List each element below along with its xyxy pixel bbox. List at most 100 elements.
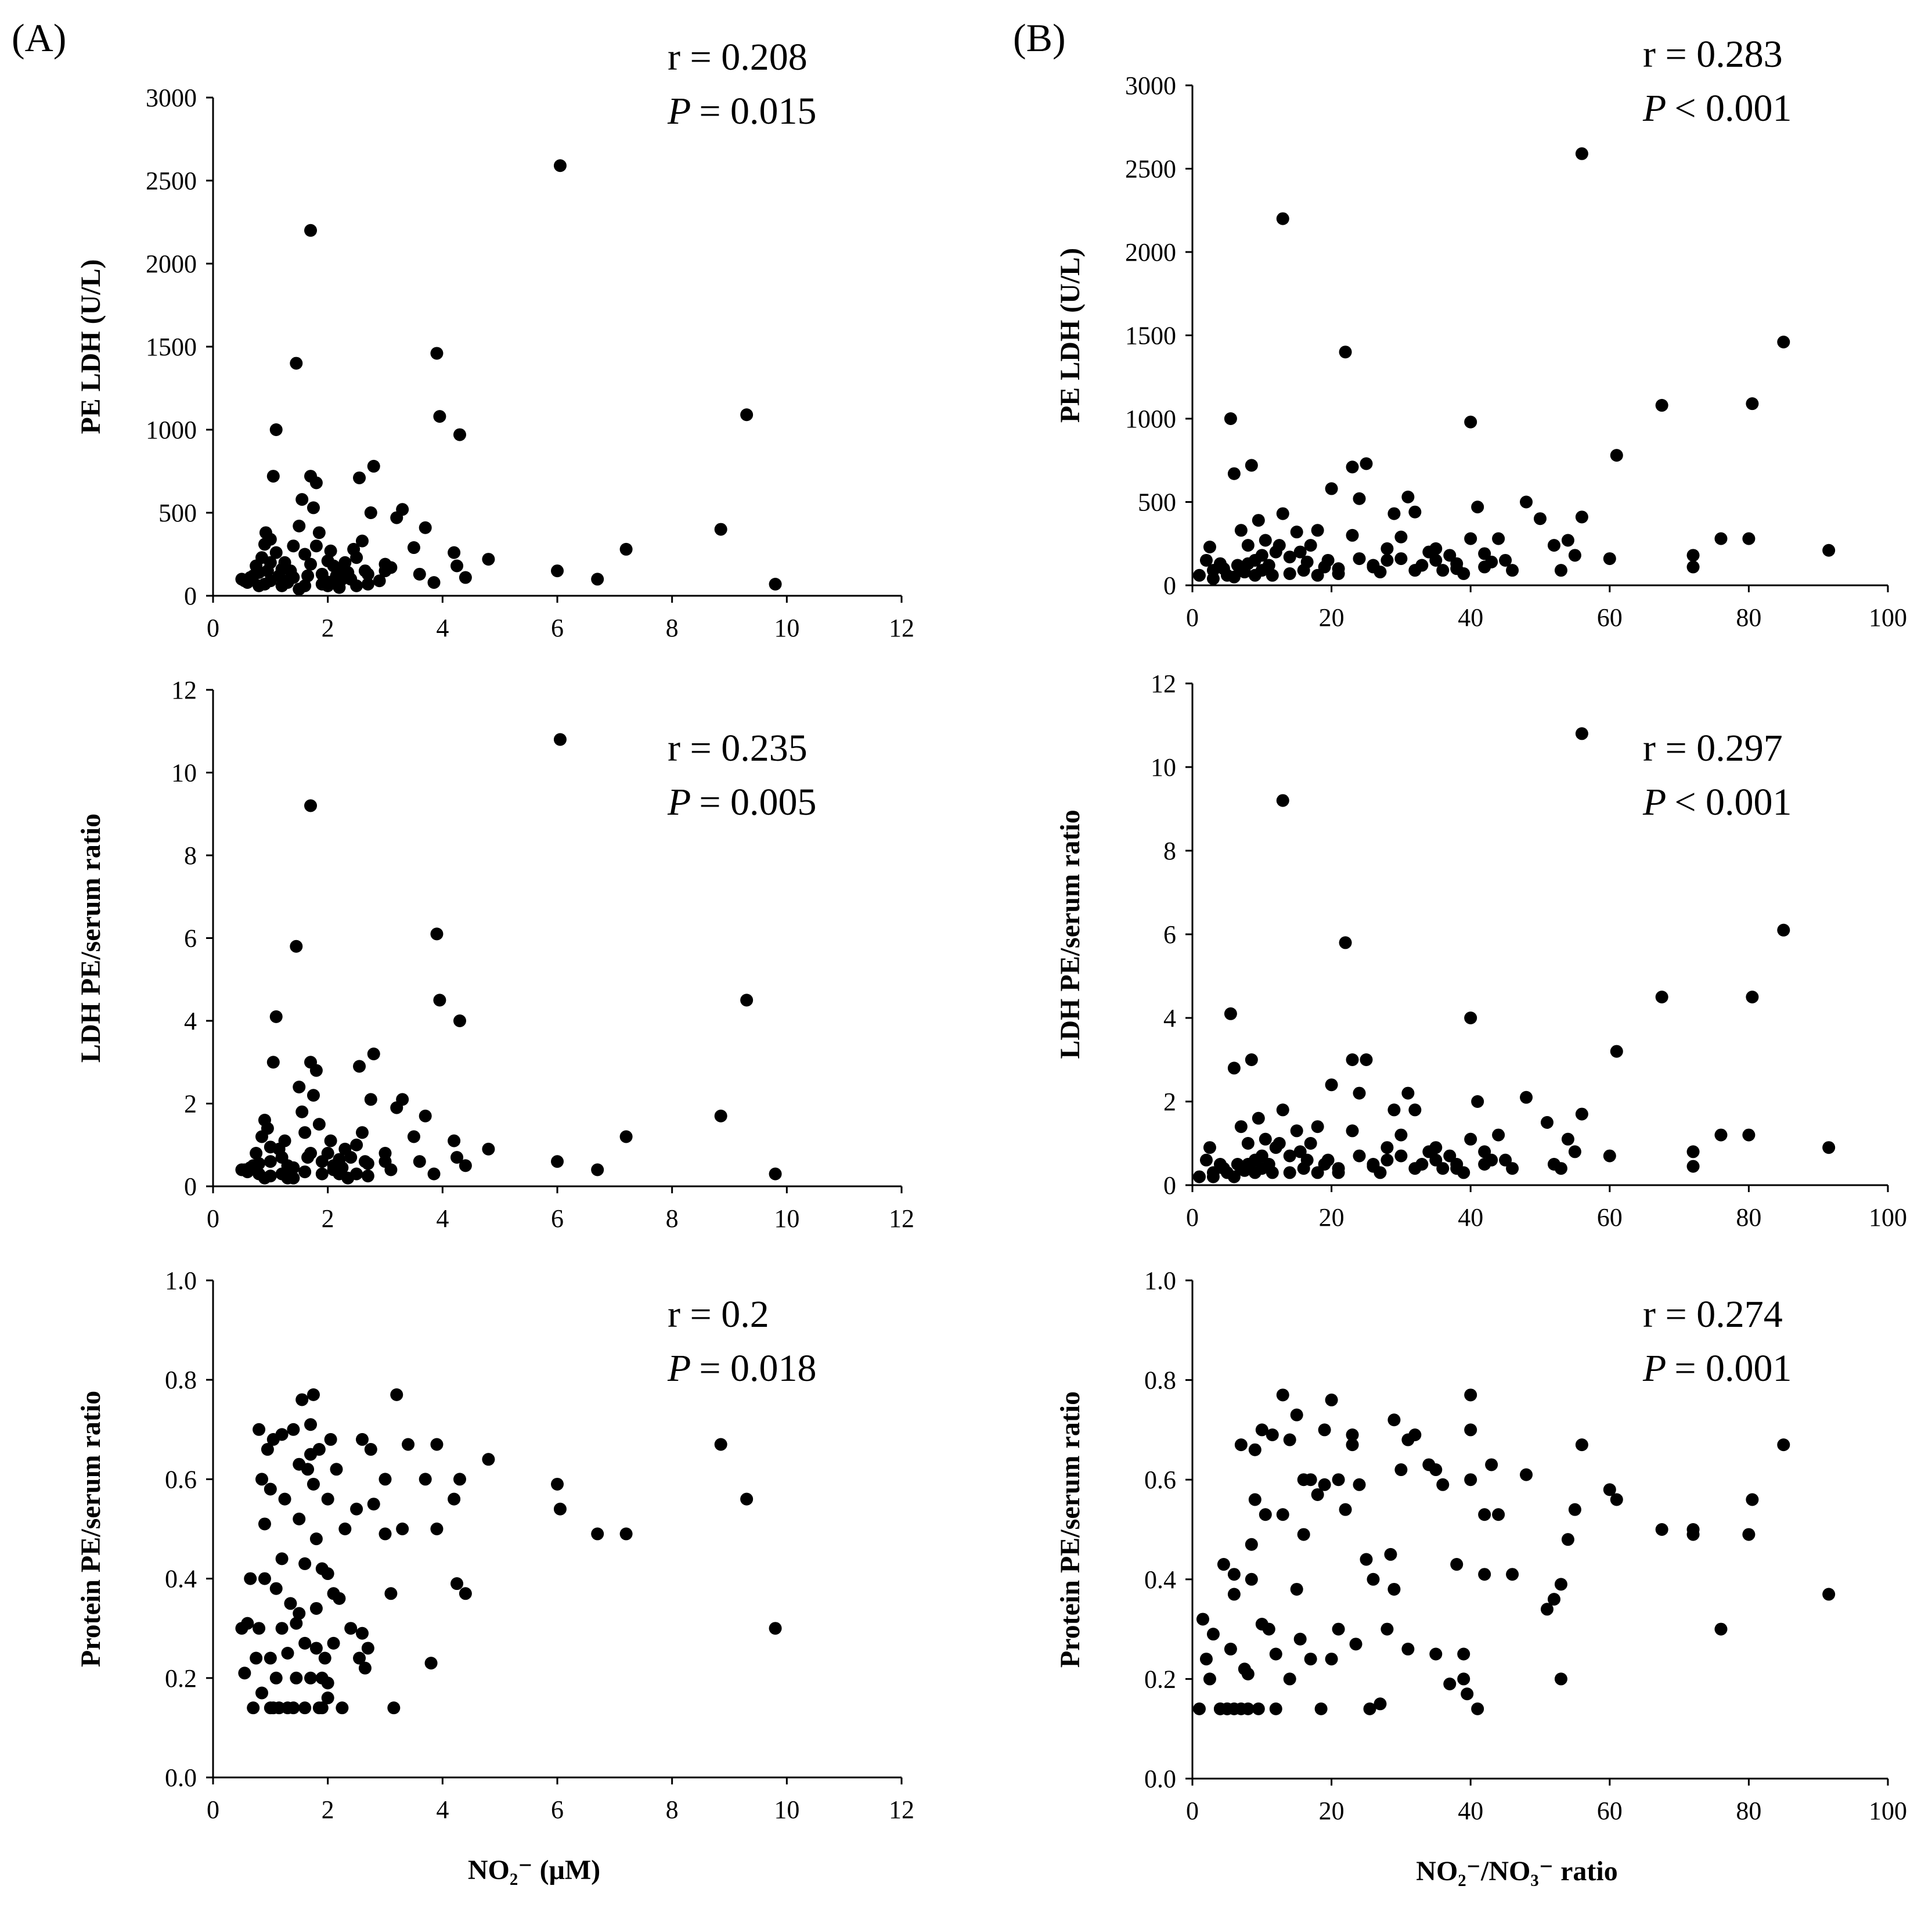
correlation-r-label: r = 0.208	[668, 36, 808, 78]
data-point	[1196, 1613, 1209, 1626]
p-symbol: P	[667, 90, 691, 132]
data-point	[740, 1492, 754, 1506]
data-point	[250, 1147, 263, 1160]
data-point	[714, 1438, 727, 1451]
data-point	[1547, 1593, 1560, 1606]
data-point	[1300, 1153, 1314, 1167]
data-point	[1339, 936, 1352, 949]
y-tick-label: 6	[1163, 920, 1176, 949]
data-point	[1192, 1170, 1206, 1183]
data-point	[1603, 1483, 1616, 1496]
y-tick-label: 0	[184, 582, 197, 610]
data-point	[1540, 1603, 1553, 1616]
x-tick-label: 20	[1319, 1797, 1345, 1825]
data-point	[419, 521, 432, 534]
y-axis-title: Protein PE/serum ratio	[75, 1391, 106, 1667]
data-point	[295, 1105, 309, 1118]
data-point	[275, 1622, 289, 1635]
data-point	[1269, 1702, 1282, 1715]
data-point	[1259, 1132, 1272, 1146]
data-point	[1325, 1078, 1338, 1092]
x-tick-label: 40	[1458, 1203, 1483, 1232]
data-point	[324, 1433, 337, 1446]
data-point	[427, 1167, 441, 1181]
data-point	[373, 574, 386, 588]
x-tick-label: 80	[1736, 1203, 1761, 1232]
data-point	[1283, 567, 1296, 580]
data-point	[304, 1671, 318, 1685]
y-axis-title: PE LDH (U/L)	[1055, 248, 1086, 423]
data-point	[1686, 1523, 1700, 1536]
data-point	[396, 1093, 409, 1106]
y-tick-label: 0.2	[1144, 1665, 1176, 1693]
x-tick-label: 10	[774, 1795, 799, 1824]
x-axis-title: NO₂⁻ (μM)	[468, 1855, 600, 1885]
x-tick-label: 4	[436, 1795, 449, 1824]
y-tick-label: 1500	[146, 333, 197, 361]
data-point	[1436, 1478, 1450, 1491]
x-tick-label: 8	[666, 614, 679, 642]
x-tick-label: 20	[1319, 1203, 1345, 1232]
data-point	[1266, 568, 1279, 582]
data-point	[1367, 560, 1380, 574]
data-point	[1471, 501, 1484, 514]
data-point	[1353, 552, 1366, 566]
data-point	[255, 1686, 269, 1700]
data-point	[450, 559, 464, 573]
data-point	[1360, 457, 1373, 470]
data-point	[361, 577, 374, 591]
data-point	[355, 1433, 369, 1446]
data-point	[253, 1622, 266, 1635]
correlation-r-label: r = 0.235	[668, 727, 808, 769]
scatter-plot-b-ldh: 0 500 1000 1500 2000 2500 3000 0 20 40 60 80 100 PE L…	[1055, 33, 1907, 632]
y-tick-label: 0	[1163, 1171, 1176, 1200]
data-point	[1561, 534, 1574, 547]
data-point	[1283, 1672, 1296, 1686]
data-point	[1203, 540, 1216, 553]
data-point	[1746, 397, 1759, 411]
data-point	[1655, 399, 1668, 412]
data-point	[361, 1157, 374, 1170]
data-point	[278, 1492, 291, 1506]
data-point	[459, 1159, 472, 1172]
data-point	[482, 553, 495, 566]
data-point	[269, 1010, 283, 1023]
data-point	[1457, 1672, 1470, 1686]
data-point	[1241, 539, 1255, 552]
y-tick-label: 8	[184, 841, 197, 870]
data-point	[1353, 1478, 1366, 1491]
data-point	[396, 1523, 409, 1535]
data-point	[364, 506, 377, 519]
data-point	[407, 1130, 420, 1143]
p-value-label: P = 0.001	[1642, 1347, 1792, 1390]
data-point	[1321, 1153, 1335, 1167]
data-point	[255, 1473, 269, 1486]
data-point	[266, 470, 280, 483]
data-point	[1360, 1053, 1373, 1066]
p-value-label: P = 0.005	[667, 781, 817, 823]
data-point	[1394, 530, 1408, 544]
data-point	[1241, 557, 1255, 570]
y-tick-label: 1.0	[165, 1266, 197, 1295]
data-point	[448, 1134, 461, 1147]
data-point	[1325, 1393, 1338, 1406]
data-point	[1293, 545, 1307, 559]
data-point	[353, 1060, 366, 1073]
data-point	[264, 1155, 277, 1168]
data-point	[358, 1661, 372, 1675]
data-point	[1353, 1086, 1366, 1100]
data-point	[367, 1498, 380, 1511]
data-point	[1520, 1468, 1533, 1481]
x-tick-label: 6	[551, 614, 564, 642]
y-tick-label: 500	[1138, 488, 1176, 517]
y-axis-title: LDH PE/serum ratio	[1055, 809, 1086, 1059]
x-tick-label: 12	[889, 1795, 914, 1824]
data-point	[1273, 1137, 1286, 1150]
data-point	[350, 1502, 363, 1516]
data-point	[1401, 490, 1415, 503]
data-point	[355, 1626, 369, 1640]
y-tick-label: 0.4	[1144, 1565, 1176, 1594]
data-point	[1199, 553, 1213, 567]
data-point	[1217, 1558, 1230, 1571]
data-point	[553, 159, 567, 172]
